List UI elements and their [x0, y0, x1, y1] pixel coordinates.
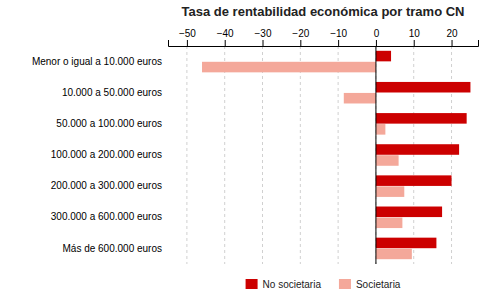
- bar-series: [202, 62, 412, 259]
- legend-item: Societaria: [339, 279, 401, 290]
- grid: [187, 46, 452, 264]
- x-tick: 0: [374, 28, 380, 46]
- x-tick: −40: [217, 28, 234, 46]
- zero-line: [375, 46, 376, 264]
- y-tick: 100.000 a 200.000 euros: [51, 149, 162, 160]
- title: Tasa de rentabilidad económica por tramo…: [182, 4, 465, 19]
- grid-line: [262, 46, 263, 264]
- legend: No societaria Societaria: [246, 279, 401, 290]
- x-tick: −10: [330, 28, 347, 46]
- bar: [376, 249, 412, 260]
- bar: [376, 51, 391, 62]
- y-tick-label: 300.000 a 600.000 euros: [51, 211, 162, 222]
- legend-label: No societaria: [263, 279, 322, 290]
- bar: [376, 175, 452, 186]
- y-tick: 300.000 a 600.000 euros: [51, 211, 162, 222]
- x-tick-label: 10: [409, 28, 421, 39]
- x-tick-mark: [452, 40, 453, 46]
- y-tick-label: 200.000 a 300.000 euros: [51, 180, 162, 191]
- x-tick-label: −10: [330, 28, 347, 39]
- legend-swatch: [339, 279, 351, 289]
- x-tick: −50: [179, 28, 196, 46]
- bar: [376, 238, 436, 249]
- grid-line: [186, 46, 187, 264]
- x-tick-label: −30: [255, 28, 272, 39]
- bar: [344, 93, 376, 104]
- x-tick-mark: [225, 40, 226, 46]
- x-tick: −30: [255, 28, 272, 46]
- bar: [376, 218, 402, 229]
- x-tick-label: −50: [179, 28, 196, 39]
- x-tick-label: 0: [374, 28, 380, 39]
- x-tick-mark: [414, 40, 415, 46]
- chart-svg: Tasa de rentabilidad económica por tramo…: [0, 0, 500, 300]
- y-tick: 50.000 a 100.000 euros: [56, 118, 162, 129]
- y-tick-label: 100.000 a 200.000 euros: [51, 149, 162, 160]
- bar: [376, 82, 471, 93]
- x-tick: 10: [409, 28, 421, 46]
- bar-series: [376, 51, 471, 248]
- y-tick: 10.000 a 50.000 euros: [62, 87, 162, 98]
- bar: [376, 207, 442, 218]
- grid-line: [300, 46, 301, 264]
- grid-line: [224, 46, 225, 264]
- x-tick: 20: [446, 28, 458, 46]
- y-tick-label: Menor o igual a 10.000 euros: [32, 56, 162, 67]
- x-tick: −20: [292, 28, 309, 46]
- legend-label: Societaria: [356, 279, 401, 290]
- x-tick-mark: [376, 40, 377, 46]
- y-tick-label: Más de 600.000 euros: [62, 243, 162, 254]
- x-tick-label: −40: [217, 28, 234, 39]
- bar: [202, 62, 376, 73]
- bar: [376, 155, 399, 166]
- y-axis: Menor o igual a 10.000 euros 10.000 a 50.…: [32, 56, 162, 254]
- y-tick: Más de 600.000 euros: [62, 243, 162, 254]
- y-tick: 200.000 a 300.000 euros: [51, 180, 162, 191]
- y-tick-label: 10.000 a 50.000 euros: [62, 87, 162, 98]
- plot: −50 −40 −30 −20 −10 0 10 20 Menor o igual a 10.0…: [32, 28, 479, 264]
- chart-container: Tasa de rentabilidad económica por tramo…: [0, 0, 500, 300]
- x-tick-mark: [187, 40, 188, 46]
- x-tick-mark: [338, 40, 339, 46]
- grid-line: [413, 46, 414, 264]
- grid-line: [451, 46, 452, 264]
- x-tick-label: 20: [446, 28, 458, 39]
- x-tick-label: −20: [292, 28, 309, 39]
- legend-item: No societaria: [246, 279, 322, 290]
- x-tick-mark: [263, 40, 264, 46]
- legend-swatch: [246, 279, 258, 289]
- x-axis-line: [169, 40, 479, 47]
- y-tick-label: 50.000 a 100.000 euros: [56, 118, 162, 129]
- bar: [376, 186, 404, 197]
- bar: [376, 124, 385, 135]
- bar: [376, 113, 467, 124]
- bars: [202, 51, 470, 259]
- bar: [376, 144, 459, 155]
- x-axis: −50 −40 −30 −20 −10 0 10 20: [169, 28, 479, 47]
- x-tick-mark: [300, 40, 301, 46]
- y-tick: Menor o igual a 10.000 euros: [32, 56, 162, 67]
- grid-line: [338, 46, 339, 264]
- grid-line: [375, 46, 376, 264]
